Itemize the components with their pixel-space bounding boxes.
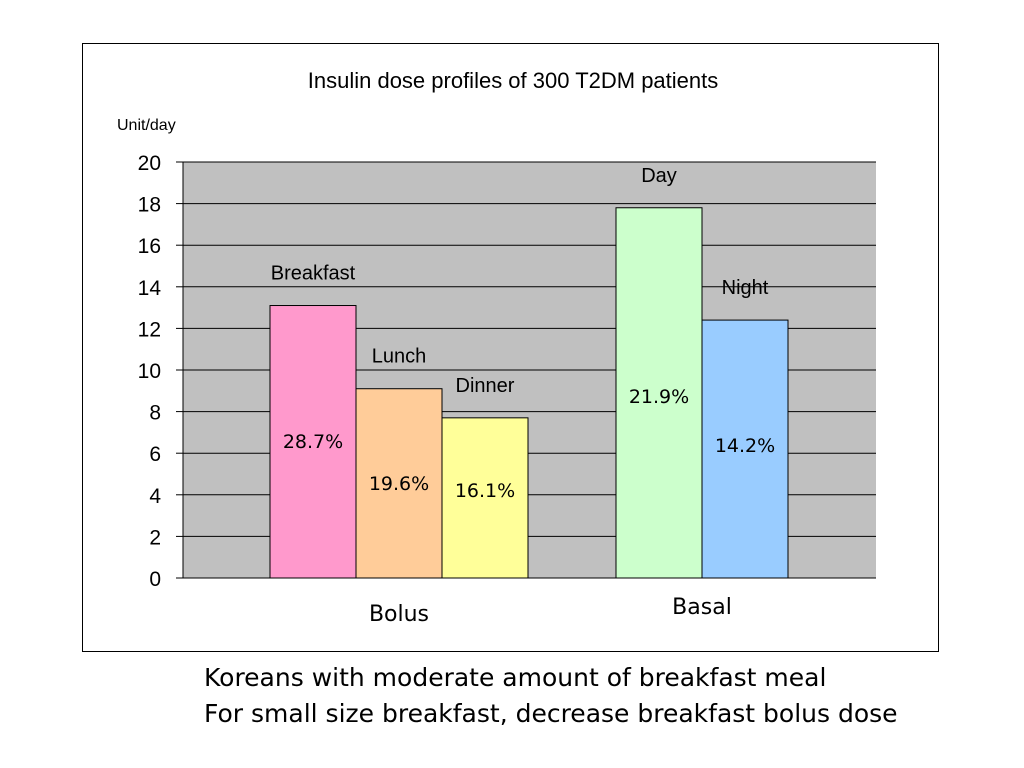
y-tick-label: 2: [149, 526, 161, 549]
bar-lunch: [355, 388, 443, 579]
group-label-bolus: Bolus: [369, 602, 429, 627]
bar-day: [615, 207, 703, 579]
caption-line-2: For small size breakfast, decrease break…: [204, 699, 898, 728]
y-tick-label: 6: [149, 443, 161, 466]
y-tick-label: 0: [149, 568, 161, 591]
y-axis-label: Unit/day: [117, 117, 176, 134]
y-tick-label: 14: [138, 277, 162, 300]
caption-line-1: Koreans with moderate amount of breakfas…: [204, 663, 827, 692]
group-label-basal: Basal: [672, 595, 732, 620]
y-tick-label: 8: [149, 402, 161, 425]
bar-name-label: Breakfast: [271, 263, 356, 285]
bar-chart: Insulin dose profiles of 300 T2DM patien…: [117, 68, 876, 627]
chart-title: Insulin dose profiles of 300 T2DM patien…: [308, 68, 719, 93]
bar-name-label: Night: [722, 277, 769, 299]
y-tick-label: 18: [138, 194, 161, 217]
y-tick-label: 12: [138, 318, 161, 341]
bar-percent-label: 28.7%: [283, 431, 343, 453]
bar-percent-label: 19.6%: [369, 473, 429, 495]
y-tick-label: 10: [138, 360, 161, 383]
bar-name-label: Dinner: [456, 375, 515, 397]
bar-percent-label: 21.9%: [629, 386, 689, 408]
y-tick-label: 4: [149, 485, 161, 508]
bar-percent-label: 16.1%: [455, 480, 515, 502]
plot-area: 0 2 4 6 8 10 12 14 16 18 20 Breakfast 28.7% Lunch 19.6…: [138, 152, 876, 627]
y-tick-label: 20: [138, 152, 161, 175]
y-tick-label: 16: [138, 235, 161, 258]
bar-night: [701, 319, 789, 579]
chart-frame: Insulin dose profiles of 300 T2DM patien…: [82, 43, 939, 652]
bar-name-label: Day: [641, 165, 677, 187]
bar-percent-label: 14.2%: [715, 435, 775, 457]
bar-name-label: Lunch: [372, 346, 427, 368]
bar-dinner: [441, 417, 529, 579]
